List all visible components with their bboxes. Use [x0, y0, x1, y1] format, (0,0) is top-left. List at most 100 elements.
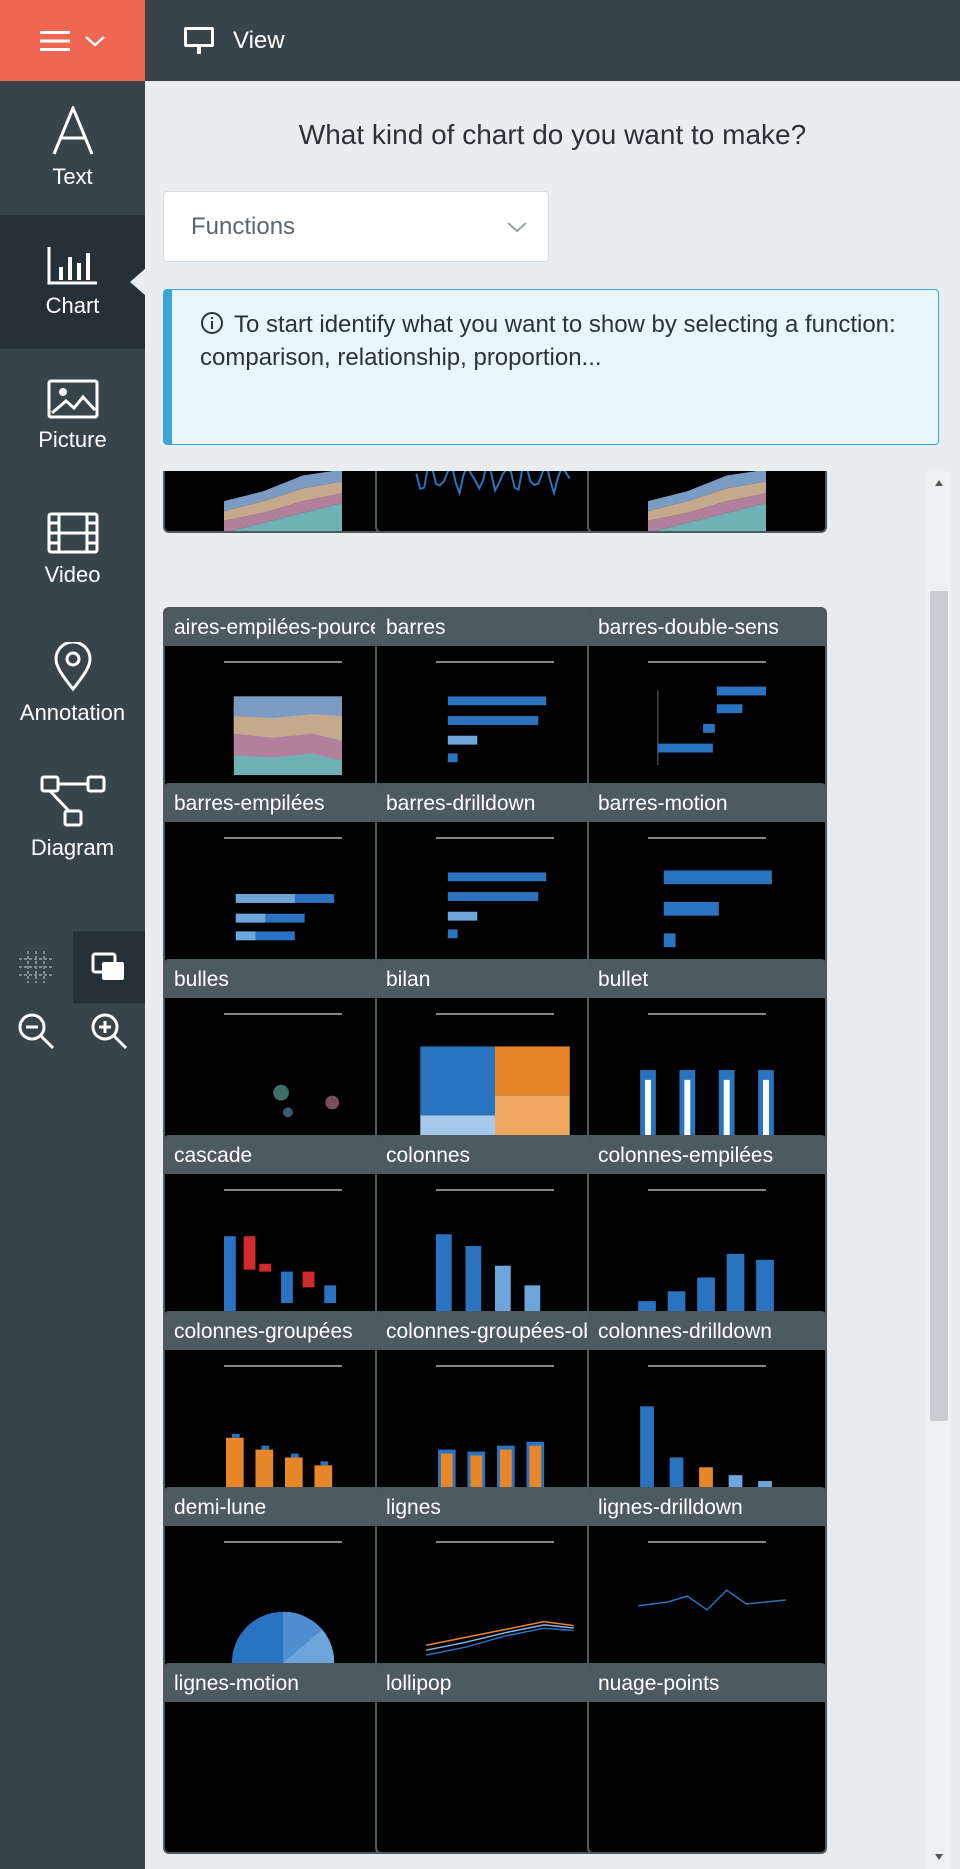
chart-thumbnail [165, 1702, 401, 1852]
picture-icon [47, 379, 98, 419]
chart-thumbnail [165, 998, 401, 1148]
chart-type-title: lignes [377, 1489, 613, 1526]
function-select[interactable]: Functions [163, 191, 549, 262]
chart-thumbnail [589, 1350, 825, 1500]
chart-thumbnail [377, 822, 613, 972]
presentation-icon [184, 27, 214, 54]
info-icon [201, 312, 223, 334]
sidebar-item-video[interactable]: Video [0, 483, 145, 617]
chart-type-card[interactable] [375, 471, 615, 533]
sidebar-item-annotation[interactable]: Annotation [0, 617, 145, 751]
chart-type-title: aires-empilées-pource... [165, 609, 401, 646]
sidebar-item-text[interactable]: Text [0, 81, 145, 215]
chart-type-title: colonnes-drilldown [589, 1313, 825, 1350]
text-icon [52, 106, 93, 155]
zoom-out-button[interactable] [0, 1001, 72, 1061]
chart-type-title: colonnes-groupées [165, 1313, 401, 1350]
chart-type-card[interactable]: colonnes [375, 1135, 615, 1326]
chart-type-card[interactable]: colonnes-drilldown [587, 1311, 827, 1502]
sidebar-item-label: Picture [38, 427, 107, 452]
chart-type-card[interactable]: lignes [375, 1487, 615, 1678]
gallery-scrollbar[interactable] [927, 471, 951, 1869]
chart-type-title: bilan [377, 961, 613, 998]
chart-thumbnail [589, 1702, 825, 1852]
sidebar-item-label: Text [52, 164, 93, 189]
chart-type-card[interactable]: bullet [587, 959, 827, 1150]
top-bar: View [0, 0, 960, 81]
chart-type-card[interactable]: lignes-motion [163, 1663, 403, 1854]
chart-type-card[interactable]: bulles [163, 959, 403, 1150]
diagram-icon [40, 775, 105, 827]
chart-type-card[interactable]: nuage-points [587, 1663, 827, 1854]
sidebar-item-label: Annotation [19, 700, 126, 725]
chart-type-card[interactable]: barres-drilldown [375, 783, 615, 974]
chart-type-title: bullet [589, 961, 825, 998]
chart-type-title: barres-motion [589, 785, 825, 822]
scroll-down-arrow[interactable] [927, 1845, 951, 1869]
chart-type-card[interactable]: barres-double-sens [587, 607, 827, 798]
sidebar-item-label: Video [44, 562, 101, 587]
chart-thumbnail [377, 1350, 613, 1500]
chart-type-card[interactable]: barres-empilées [163, 783, 403, 974]
chevron-down-icon [84, 35, 105, 47]
chart-thumbnail [377, 998, 613, 1148]
chart-thumbnail [589, 822, 825, 972]
view-label: View [233, 27, 285, 54]
layers-toggle[interactable] [73, 931, 145, 1003]
zoom-in-button[interactable] [73, 1001, 145, 1061]
grid-toggle[interactable] [0, 931, 72, 1003]
chart-type-card[interactable]: demi-lune [163, 1487, 403, 1678]
chart-type-card[interactable]: colonnes-groupées [163, 1311, 403, 1502]
chart-type-card[interactable]: cascade [163, 1135, 403, 1326]
sidebar-item-chart[interactable]: Chart [0, 215, 146, 349]
chevron-down-icon [507, 221, 527, 232]
chart-type-card[interactable]: barres [375, 607, 615, 798]
chart-thumbnail [165, 1174, 401, 1324]
scroll-up-arrow[interactable] [927, 471, 951, 495]
chart-type-title: barres-double-sens [589, 609, 825, 646]
chart-type-title: barres [377, 609, 613, 646]
chart-type-title: colonnes-empilées [589, 1137, 825, 1174]
chart-thumbnail [377, 646, 613, 796]
menu-button[interactable] [0, 0, 145, 81]
chart-type-title: lollipop [377, 1665, 613, 1702]
chart-type-card[interactable]: colonnes-empilées [587, 1135, 827, 1326]
chart-thumbnail [165, 471, 401, 531]
chart-type-card[interactable]: lollipop [375, 1663, 615, 1854]
chart-thumbnail [165, 1526, 401, 1676]
sidebar-item-picture[interactable]: Picture [0, 349, 145, 483]
chart-type-card[interactable] [163, 471, 403, 533]
zoom-in-icon [91, 1013, 128, 1050]
video-icon [47, 512, 98, 554]
chart-type-title: lignes-motion [165, 1665, 401, 1702]
chart-type-title: cascade [165, 1137, 401, 1174]
chart-picker-panel: What kind of chart do you want to make? … [145, 81, 960, 1869]
chart-thumbnail [589, 646, 825, 796]
sidebar-item-label: Diagram [30, 835, 115, 860]
chart-icon [47, 247, 97, 285]
chart-type-title: colonnes [377, 1137, 613, 1174]
sidebar-item-label: Chart [45, 293, 100, 318]
chart-type-title: bulles [165, 961, 401, 998]
chart-type-card[interactable]: colonnes-groupées-ob... [375, 1311, 615, 1502]
chart-type-card[interactable]: bilan [375, 959, 615, 1150]
sidebar: Text Chart Picture Video Annotation Diag… [0, 81, 146, 1869]
grid-icon [19, 951, 53, 983]
scroll-thumb[interactable] [930, 591, 948, 1421]
chart-type-gallery: aires-empilées-pource... barres barres-dou… [163, 471, 923, 1869]
hamburger-icon [39, 30, 70, 51]
chart-thumbnail [589, 1526, 825, 1676]
chart-type-card[interactable]: barres-motion [587, 783, 827, 974]
chart-thumbnail [165, 1350, 401, 1500]
caret-up-icon [935, 480, 943, 486]
chart-thumbnail [377, 1702, 613, 1852]
chart-type-card[interactable]: aires-empilées-pource... [163, 607, 403, 798]
function-select-value: Functions [191, 212, 296, 240]
chart-thumbnail [165, 822, 401, 972]
info-text: To start identify what you want to show … [200, 311, 896, 371]
chart-thumbnail [377, 1174, 613, 1324]
chart-type-card[interactable]: lignes-drilldown [587, 1487, 827, 1678]
sidebar-item-diagram[interactable]: Diagram [0, 751, 145, 885]
view-tab[interactable]: View [183, 22, 285, 60]
chart-type-card[interactable] [587, 471, 827, 533]
